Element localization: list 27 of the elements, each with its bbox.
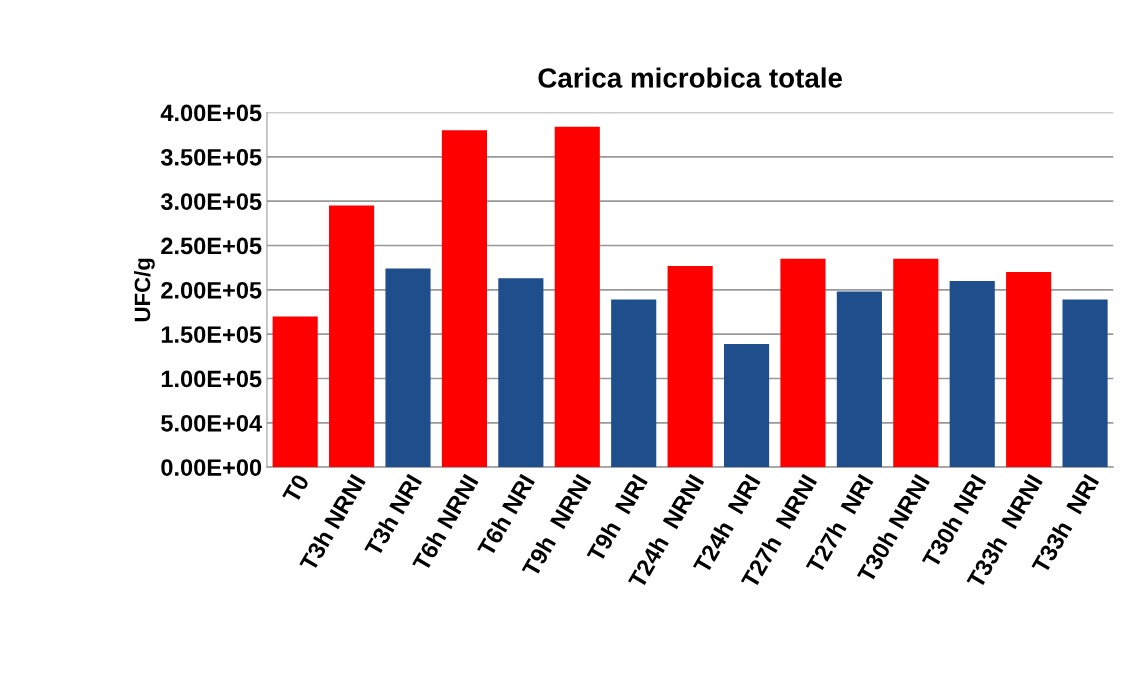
bar [780,258,826,468]
bar [272,316,318,468]
bar [1062,299,1108,468]
y-tick-label: 3.50E+05 [160,148,262,166]
y-tick-label: 5.00E+04 [161,414,262,432]
bar [667,265,713,468]
bar [498,278,544,468]
bar [611,299,657,468]
chart-title: Carica microbica totale [538,67,843,88]
y-tick-label: 2.00E+05 [161,281,262,299]
y-tick-label: 4.00E+05 [160,104,262,122]
bar [554,126,600,468]
y-tick-label: 3.00E+05 [160,193,262,211]
bar [723,343,770,468]
y-tick-label: 1.50E+05 [161,326,262,343]
bar [385,268,431,468]
y-tick-label: 2.50E+05 [161,237,262,255]
y-tick-label: 1.00E+05 [161,370,262,388]
bar [1006,272,1052,468]
bar [836,291,882,468]
bar [949,280,995,468]
y-axis-title: UFC/g [133,258,155,322]
x-tick-label: T0 [282,473,310,505]
bar [441,130,487,468]
bar [329,205,375,468]
bar [893,258,939,468]
y-tick-label: 0.00E+00 [161,459,262,476]
